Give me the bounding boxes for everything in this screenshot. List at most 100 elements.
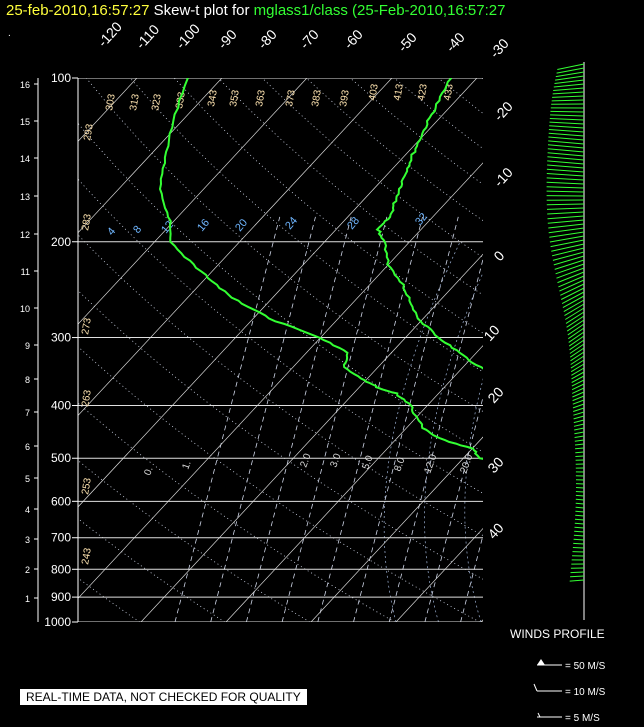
dry-adiabat-line [437, 78, 483, 114]
mixing-ratio-label: 8.0 [392, 456, 407, 473]
wind-barb [549, 125, 585, 129]
wind-barb [556, 267, 585, 279]
wind-barb [573, 411, 585, 416]
dry-adiabat-label: 243 [80, 547, 94, 566]
wind-barb [569, 339, 585, 351]
wind-barb [547, 152, 585, 157]
wind-barb [574, 530, 585, 533]
height-label: 13 [20, 192, 30, 202]
temperature-label: 30 [484, 454, 506, 476]
dry-adiabat-line [393, 78, 483, 150]
wind-barb [559, 279, 585, 292]
wind-barb [574, 439, 585, 442]
wind-barb [551, 247, 585, 257]
wind-barb [558, 275, 585, 288]
mixing-ratio-line [496, 217, 601, 622]
dry-adiabat-label: 283 [80, 213, 94, 232]
temperature-trace [375, 78, 483, 370]
height-label: 12 [20, 230, 30, 240]
pressure-label: 900 [51, 590, 71, 604]
wind-barb [546, 173, 585, 177]
dry-adiabat-line [129, 78, 483, 373]
mixing-ratio-line [388, 257, 483, 622]
wind-barb [575, 491, 585, 493]
dry-adiabat-line [78, 518, 225, 622]
temperature-label: -60 [340, 26, 366, 52]
chart-title: 25-feb-2010,16:57:27 Skew-t plot for mgl… [6, 2, 505, 19]
pressure-label: 800 [51, 562, 71, 576]
dry-adiabat-line [173, 78, 483, 334]
wind-barb [575, 510, 585, 513]
mixing-ratio-label: 20.0 [458, 453, 475, 475]
wind-barb [570, 363, 585, 373]
height-label: 16 [20, 80, 30, 90]
temperature-label: 40 [484, 520, 506, 542]
mixing-ratio-label: 8 [131, 224, 144, 236]
dry-adiabat-label: 363 [254, 89, 268, 108]
wind-barb [569, 347, 585, 358]
mixing-ratio-line [639, 217, 644, 622]
mixing-ratio-label: 16 [195, 217, 212, 234]
temperature-label: -90 [214, 26, 240, 52]
wind-barb [566, 319, 585, 332]
dry-adiabat-line [261, 78, 483, 258]
mixing-ratio-line [210, 216, 316, 622]
dry-adiabat-label: 403 [367, 83, 381, 102]
wind-barb [553, 87, 585, 91]
wind-barb [561, 291, 585, 305]
height-label: 11 [21, 267, 30, 277]
temperature-label: -120 [94, 18, 125, 50]
wind-barb [556, 67, 585, 74]
wind-barb [568, 335, 585, 347]
pressure-label: 400 [51, 399, 71, 413]
height-label: 2 [25, 565, 30, 575]
temperature-label: 20 [484, 384, 506, 406]
wind-key-barbs [533, 659, 562, 718]
wind-barb [573, 542, 585, 545]
height-label: 15 [20, 117, 30, 127]
wind-barb [551, 243, 585, 252]
wind-barb [570, 359, 585, 369]
wind-barb [548, 132, 585, 137]
wind-barb [555, 71, 585, 78]
wind-barb [575, 447, 585, 450]
title-mid: Skew-t plot for [149, 2, 254, 19]
wind-barb [557, 271, 585, 284]
wind-key-feather [537, 712, 541, 718]
wind-barb [550, 110, 585, 113]
pressure-label: 100 [51, 71, 71, 85]
mixing-ratio-line [246, 216, 352, 622]
wind-barb [571, 383, 585, 391]
temperature-label: -10 [490, 164, 516, 190]
wind-barb [572, 399, 585, 405]
dry-adiabat-line [305, 78, 483, 222]
wind-barb [546, 168, 585, 173]
dry-adiabat-label: 373 [284, 89, 298, 108]
wind-barb [575, 506, 585, 509]
wind-barb [573, 534, 585, 537]
temperature-label: -100 [172, 20, 203, 52]
wind-barb [546, 181, 585, 185]
moist-adiabat-line [424, 271, 483, 622]
wind-barb [572, 403, 585, 409]
temperature-label: -30 [486, 35, 512, 61]
dry-adiabat-label: 413 [392, 83, 406, 102]
mixing-ratio-line [174, 216, 281, 622]
mixing-ratio-label: 1. [180, 459, 193, 471]
dry-adiabats [78, 78, 644, 622]
temperature-label: -20 [490, 98, 516, 124]
wind-barb [572, 391, 585, 398]
isotherm-line [310, 436, 483, 622]
wind-barb [575, 498, 585, 501]
dry-adiabat-label: 423 [416, 83, 430, 102]
wind-barb [549, 118, 585, 121]
dry-adiabat-line [481, 78, 483, 80]
wind-barb [574, 518, 585, 521]
isotherm-line [480, 619, 483, 622]
dry-adiabat-line [526, 78, 644, 622]
isotherm-line [78, 78, 393, 417]
wind-barb [560, 283, 585, 296]
wind-key-50: = 50 M/S [565, 661, 606, 672]
wind-barb [569, 579, 585, 582]
pressure-label: 1000 [44, 615, 71, 629]
